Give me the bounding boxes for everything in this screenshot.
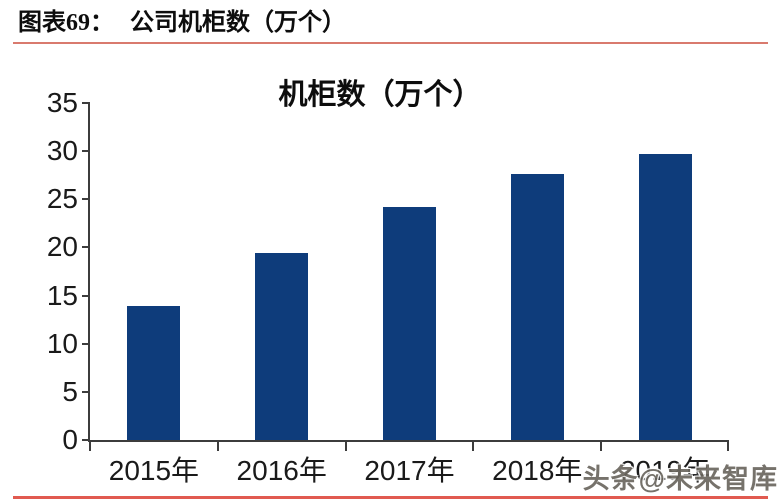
x-axis-tick bbox=[344, 442, 347, 451]
x-axis-tick bbox=[600, 442, 603, 451]
y-axis-tick-label: 25 bbox=[46, 183, 78, 215]
x-axis-tick bbox=[89, 442, 91, 451]
x-axis-tick bbox=[216, 442, 219, 451]
bar bbox=[510, 174, 564, 440]
y-axis-tick bbox=[82, 342, 90, 345]
x-axis-label: 2017年 bbox=[364, 455, 455, 486]
y-axis-tick-label: 10 bbox=[46, 327, 78, 359]
x-axis-tick bbox=[727, 442, 729, 451]
y-axis-tick-label: 15 bbox=[46, 279, 78, 311]
x-axis-label: 2015年 bbox=[108, 455, 200, 486]
x-axis-label: 2018年 bbox=[492, 455, 583, 486]
y-axis-tick-label: 0 bbox=[62, 424, 78, 455]
x-axis-label: 2016年 bbox=[236, 455, 327, 486]
y-axis-tick-label: 20 bbox=[46, 231, 78, 263]
figure-header: 图表69： 公司机柜数（万个） bbox=[18, 9, 346, 37]
watermark: 头条@未来智库 bbox=[582, 464, 778, 494]
bar bbox=[638, 154, 692, 440]
bar bbox=[127, 306, 181, 440]
figure-title: 公司机柜数（万个） bbox=[130, 10, 346, 36]
x-axis-label: 2019年 bbox=[619, 455, 711, 486]
y-axis-tick bbox=[82, 150, 90, 153]
y-axis-tick bbox=[82, 102, 90, 104]
chart-title: 机柜数（万个） bbox=[278, 79, 482, 111]
bar bbox=[255, 253, 309, 440]
bar bbox=[383, 207, 436, 440]
y-axis-tick bbox=[82, 390, 90, 393]
y-axis-tick bbox=[82, 294, 90, 297]
y-axis-tick bbox=[82, 246, 90, 249]
header-rule bbox=[13, 42, 768, 44]
y-axis-tick bbox=[82, 198, 90, 201]
y-axis-tick bbox=[82, 439, 90, 441]
x-axis-tick bbox=[472, 442, 475, 451]
y-axis-tick-label: 5 bbox=[62, 375, 78, 407]
bar-chart-plot-area: 0 5 10 15 20 25 30 35 2015年 2016年 2017年 2018年 2019年 bbox=[47, 89, 729, 486]
footer-rule bbox=[13, 496, 768, 499]
y-axis-tick-label: 30 bbox=[46, 135, 78, 167]
figure-number-label: 图表69： bbox=[18, 10, 114, 36]
y-axis-tick-label: 35 bbox=[46, 87, 78, 118]
